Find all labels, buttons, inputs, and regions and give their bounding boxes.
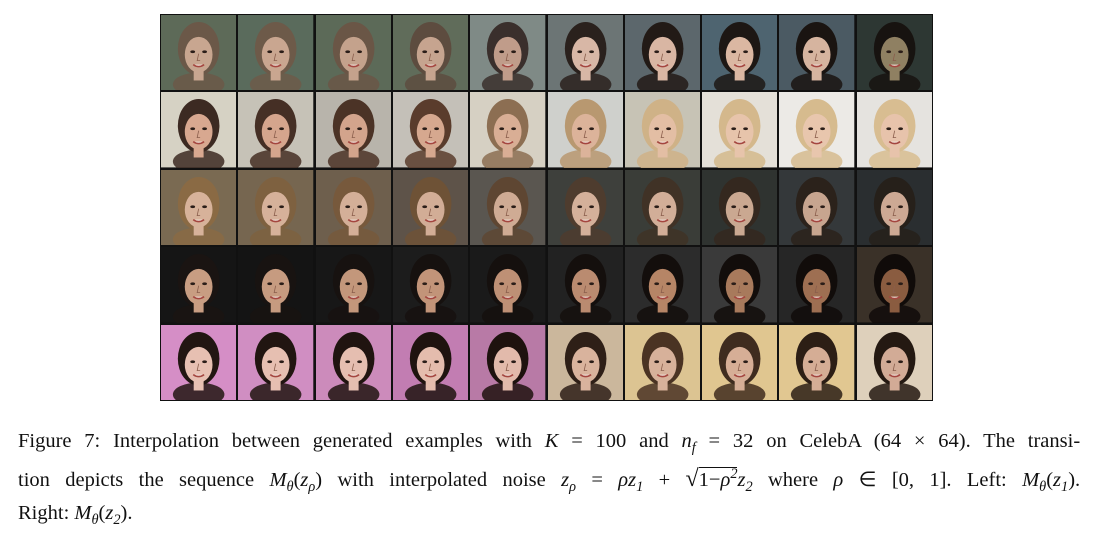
face-thumbnail: [856, 247, 932, 323]
face-thumbnail: [702, 15, 778, 91]
face-thumbnail: [238, 169, 314, 246]
face-thumbnail: [392, 247, 469, 323]
face-thumbnail: [856, 324, 932, 400]
face-thumbnail: [547, 92, 623, 168]
face-thumbnail: [779, 324, 855, 400]
face-thumbnail: [161, 169, 237, 246]
face-thumbnail: [779, 169, 855, 246]
face-thumbnail: [624, 92, 701, 168]
face-thumbnail: [392, 92, 469, 168]
face-thumbnail: [315, 15, 391, 91]
face-thumbnail: [238, 324, 314, 400]
face-thumbnail: [856, 92, 932, 168]
face-thumbnail: [779, 92, 855, 168]
face-thumbnail: [547, 324, 623, 400]
face-thumbnail: [315, 324, 391, 400]
face-thumbnail: [702, 92, 778, 168]
face-thumbnail: [547, 169, 623, 246]
face-thumbnail: [470, 92, 546, 168]
face-thumbnail: [547, 15, 623, 91]
face-thumbnail: [856, 169, 932, 246]
face-thumbnail: [470, 247, 546, 323]
face-thumbnail: [470, 324, 546, 400]
interpolation-image-grid: [160, 14, 933, 401]
face-thumbnail: [702, 324, 778, 400]
face-thumbnail: [238, 92, 314, 168]
face-thumbnail: [702, 169, 778, 246]
face-thumbnail: [161, 92, 237, 168]
face-thumbnail: [702, 247, 778, 323]
caption-line-3: Right: Mθ(z2).: [18, 502, 133, 529]
face-thumbnail: [315, 247, 391, 323]
face-thumbnail: [470, 15, 546, 91]
face-thumbnail: [779, 247, 855, 323]
face-thumbnail: [547, 247, 623, 323]
face-thumbnail: [392, 15, 469, 91]
figure-caption: Figure 7: Interpolation between generate…: [18, 428, 1080, 533]
face-thumbnail: [624, 247, 701, 323]
face-thumbnail: [238, 247, 314, 323]
face-thumbnail: [470, 169, 546, 246]
face-thumbnail: [392, 324, 469, 400]
face-thumbnail: [161, 324, 237, 400]
caption-line-2: tion depicts the sequence Mθ(zρ) with in…: [18, 465, 1081, 496]
face-thumbnail: [392, 169, 469, 246]
figure-label: Figure 7:: [18, 430, 101, 452]
face-thumbnail: [624, 15, 701, 91]
face-thumbnail: [315, 92, 391, 168]
face-thumbnail: [161, 15, 237, 91]
face-thumbnail: [624, 324, 701, 400]
caption-line-1: Figure 7: Interpolation between generate…: [18, 430, 1081, 457]
face-thumbnail: [315, 169, 391, 246]
face-thumbnail: [856, 15, 932, 91]
face-thumbnail: [779, 15, 855, 91]
face-thumbnail: [624, 169, 701, 246]
face-thumbnail: [161, 247, 237, 323]
face-thumbnail: [238, 15, 314, 91]
